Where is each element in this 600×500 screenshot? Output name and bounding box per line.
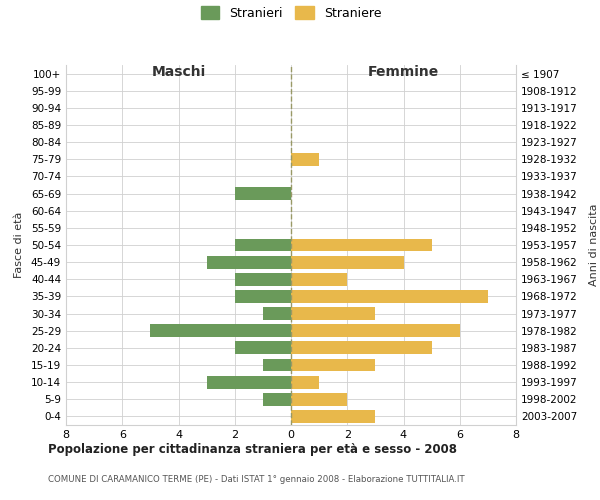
Bar	[291, 376, 319, 388]
Text: COMUNE DI CARAMANICO TERME (PE) - Dati ISTAT 1° gennaio 2008 - Elaborazione TUTT: COMUNE DI CARAMANICO TERME (PE) - Dati I…	[48, 476, 464, 484]
Y-axis label: Fasce di età: Fasce di età	[14, 212, 24, 278]
Bar	[291, 238, 431, 252]
Bar	[291, 256, 404, 268]
Bar	[291, 273, 347, 285]
Bar	[206, 256, 291, 268]
Bar	[206, 376, 291, 388]
Text: Popolazione per cittadinanza straniera per età e sesso - 2008: Popolazione per cittadinanza straniera p…	[48, 442, 457, 456]
Bar	[263, 393, 291, 406]
Bar	[291, 342, 431, 354]
Bar	[291, 410, 376, 423]
Bar	[151, 324, 291, 337]
Bar	[235, 238, 291, 252]
Text: Femmine: Femmine	[368, 65, 439, 79]
Bar	[235, 273, 291, 285]
Bar	[263, 307, 291, 320]
Bar	[291, 290, 488, 303]
Y-axis label: Anni di nascita: Anni di nascita	[589, 204, 599, 286]
Bar	[291, 358, 376, 372]
Text: Maschi: Maschi	[151, 65, 206, 79]
Legend: Stranieri, Straniere: Stranieri, Straniere	[200, 6, 382, 20]
Bar	[235, 187, 291, 200]
Bar	[235, 290, 291, 303]
Bar	[291, 393, 347, 406]
Bar	[291, 307, 376, 320]
Bar	[235, 342, 291, 354]
Bar	[291, 324, 460, 337]
Bar	[263, 358, 291, 372]
Bar	[291, 153, 319, 166]
